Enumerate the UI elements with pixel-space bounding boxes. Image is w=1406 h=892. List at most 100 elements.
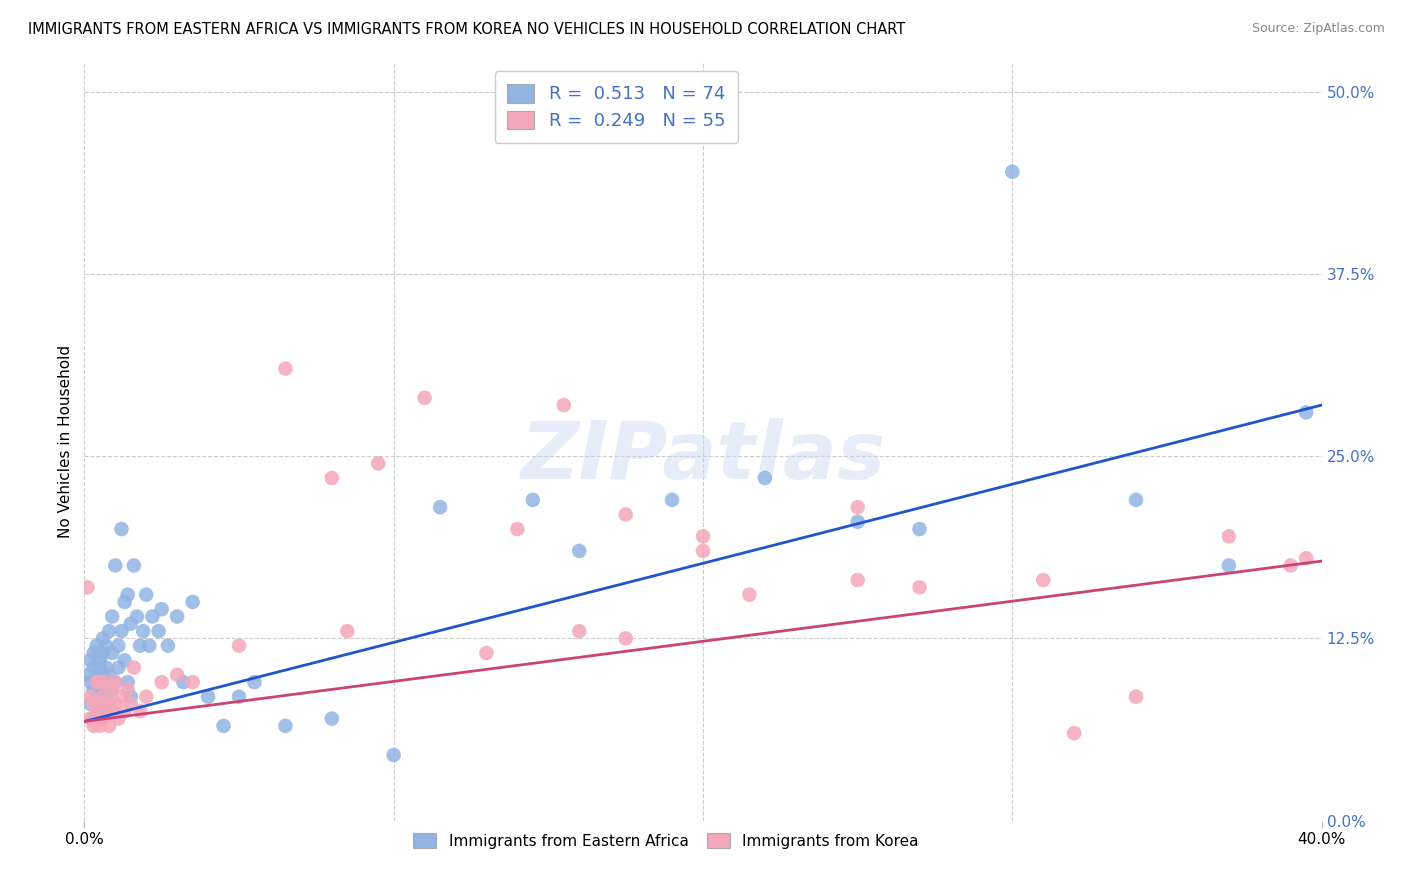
Point xyxy=(94,690,117,704)
Point xyxy=(166,668,188,682)
Point xyxy=(228,690,250,704)
Point xyxy=(522,492,544,507)
Point xyxy=(475,646,498,660)
Point xyxy=(367,457,389,471)
Point xyxy=(86,675,108,690)
Point xyxy=(114,595,136,609)
Point xyxy=(1125,690,1147,704)
Point xyxy=(117,675,139,690)
Point xyxy=(172,675,194,690)
Point xyxy=(89,646,111,660)
Point xyxy=(181,675,204,690)
Point xyxy=(166,609,188,624)
Point xyxy=(122,660,145,674)
Point xyxy=(86,639,108,653)
Point xyxy=(738,588,761,602)
Point xyxy=(274,719,297,733)
Point xyxy=(91,668,114,682)
Point xyxy=(76,580,98,594)
Point xyxy=(86,704,108,718)
Point xyxy=(86,675,108,690)
Point xyxy=(79,690,101,704)
Point xyxy=(117,588,139,602)
Point xyxy=(89,697,111,711)
Point xyxy=(98,697,121,711)
Point xyxy=(1032,573,1054,587)
Point xyxy=(181,595,204,609)
Point xyxy=(83,712,105,726)
Point xyxy=(101,682,124,697)
Point xyxy=(553,398,575,412)
Point xyxy=(89,675,111,690)
Point xyxy=(76,668,98,682)
Point xyxy=(846,500,869,515)
Point xyxy=(89,653,111,667)
Point xyxy=(89,704,111,718)
Point xyxy=(98,719,121,733)
Point xyxy=(197,690,219,704)
Point xyxy=(79,675,101,690)
Point xyxy=(228,639,250,653)
Point xyxy=(1295,405,1317,419)
Point xyxy=(83,660,105,674)
Point xyxy=(110,624,132,639)
Point xyxy=(1218,558,1240,573)
Point xyxy=(846,515,869,529)
Point xyxy=(243,675,266,690)
Point xyxy=(1279,558,1302,573)
Point xyxy=(120,690,142,704)
Point xyxy=(98,624,121,639)
Point xyxy=(79,697,101,711)
Point xyxy=(89,719,111,733)
Point xyxy=(413,391,436,405)
Point xyxy=(506,522,529,536)
Point xyxy=(83,646,105,660)
Text: ZIPatlas: ZIPatlas xyxy=(520,417,886,496)
Text: Source: ZipAtlas.com: Source: ZipAtlas.com xyxy=(1251,22,1385,36)
Point xyxy=(91,682,114,697)
Point xyxy=(321,712,343,726)
Point xyxy=(101,609,124,624)
Point xyxy=(614,508,637,522)
Point xyxy=(91,646,114,660)
Point xyxy=(107,660,129,674)
Point xyxy=(107,639,129,653)
Point xyxy=(91,632,114,646)
Point xyxy=(125,609,148,624)
Point xyxy=(104,675,127,690)
Point xyxy=(86,690,108,704)
Point xyxy=(110,522,132,536)
Point xyxy=(1063,726,1085,740)
Point xyxy=(98,697,121,711)
Point xyxy=(429,500,451,515)
Point xyxy=(568,544,591,558)
Point xyxy=(114,704,136,718)
Point xyxy=(83,719,105,733)
Point xyxy=(91,712,114,726)
Point xyxy=(107,712,129,726)
Legend: Immigrants from Eastern Africa, Immigrants from Korea: Immigrants from Eastern Africa, Immigran… xyxy=(408,827,925,855)
Point xyxy=(908,522,931,536)
Point xyxy=(129,639,152,653)
Point xyxy=(382,747,405,762)
Point xyxy=(89,660,111,674)
Point xyxy=(94,639,117,653)
Point xyxy=(156,639,179,653)
Point xyxy=(91,690,114,704)
Point xyxy=(79,712,101,726)
Point xyxy=(94,675,117,690)
Point xyxy=(122,558,145,573)
Point xyxy=(120,616,142,631)
Point xyxy=(83,697,105,711)
Point xyxy=(104,558,127,573)
Point xyxy=(110,690,132,704)
Point xyxy=(141,609,163,624)
Point xyxy=(692,544,714,558)
Point xyxy=(94,704,117,718)
Point xyxy=(692,529,714,543)
Point xyxy=(79,653,101,667)
Y-axis label: No Vehicles in Household: No Vehicles in Household xyxy=(58,345,73,538)
Point xyxy=(117,682,139,697)
Point xyxy=(104,675,127,690)
Point xyxy=(101,646,124,660)
